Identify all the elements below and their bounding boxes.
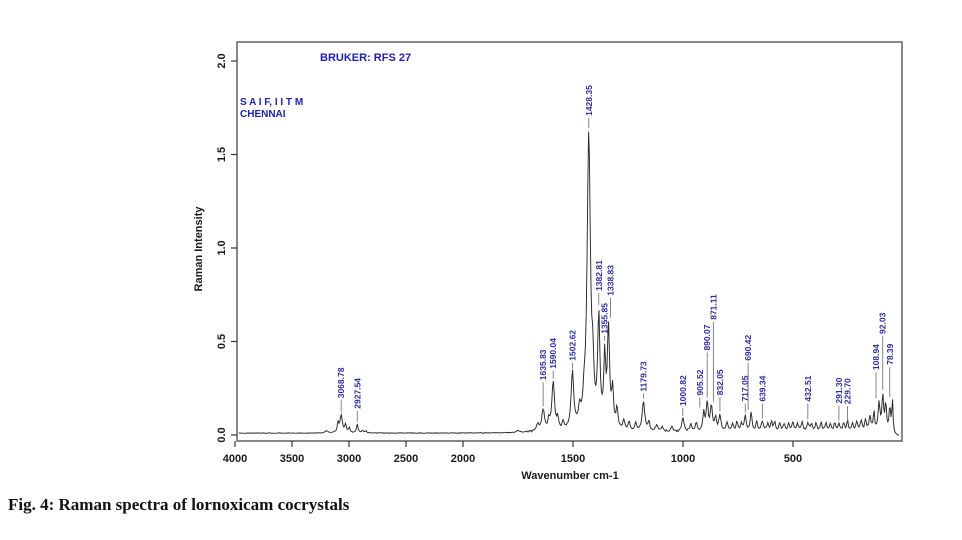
spectrum-curve bbox=[238, 131, 899, 436]
peak-label: 1590.04 bbox=[548, 338, 558, 369]
peak-label: 3068.78 bbox=[336, 367, 346, 398]
peak-label: 1355.85 bbox=[600, 303, 610, 334]
peak-label: 832.05 bbox=[715, 369, 725, 395]
peak-label: 905.52 bbox=[695, 369, 705, 395]
x-tick-label: 1500 bbox=[561, 453, 585, 465]
peak-label: 108.94 bbox=[871, 344, 881, 370]
peak-label: 890.07 bbox=[702, 324, 712, 350]
y-tick-label: 1.5 bbox=[216, 147, 228, 162]
raman-spectrum-chart: 4000 3500 3000 2500 2000 1500 1000 500 0.0 0.5 1.0… bbox=[216, 41, 903, 465]
peak-label: 78.39 bbox=[885, 343, 895, 365]
y-tick-label: 1.0 bbox=[216, 240, 228, 255]
peak-label: 1382.81 bbox=[594, 260, 604, 291]
instrument-label: BRUKER: RFS 27 bbox=[320, 52, 412, 64]
y-tick-label: 0.5 bbox=[216, 334, 228, 349]
y-tick-label: 0.0 bbox=[216, 427, 228, 442]
x-tick-label: 2500 bbox=[394, 453, 418, 465]
facility-name: S A I F, I I T M bbox=[240, 97, 304, 108]
y-tick-label: 2.0 bbox=[216, 53, 228, 68]
plot-box bbox=[236, 41, 903, 442]
x-tick-label: 3000 bbox=[337, 453, 361, 465]
y-axis-ticks: 0.0 0.5 1.0 1.5 2.0 bbox=[216, 53, 237, 443]
peak-label: 1000.82 bbox=[678, 375, 688, 406]
x-tick-label: 3500 bbox=[280, 453, 304, 465]
peak-label: 717.05 bbox=[740, 375, 750, 401]
facility-city: CHENNAI bbox=[240, 109, 286, 120]
peak-label: 432.51 bbox=[803, 375, 813, 401]
peak-label: 1502.62 bbox=[567, 330, 577, 361]
peak-label: 690.42 bbox=[743, 335, 753, 361]
x-tick-label: 500 bbox=[784, 453, 802, 465]
peak-label: 1635.83 bbox=[538, 349, 548, 380]
peak-label: 92.03 bbox=[878, 312, 888, 334]
peak-annotations: 3068.78 2927.54 1635.83 1590.04 1502.62 1428.… bbox=[336, 85, 895, 422]
peak-label: 291.30 bbox=[834, 377, 844, 403]
x-tick-label: 4000 bbox=[223, 453, 247, 465]
peak-label: 1428.35 bbox=[584, 85, 594, 116]
peak-label: 871.11 bbox=[708, 294, 718, 320]
peak-label: 639.34 bbox=[757, 375, 767, 401]
peak-label: 1179.73 bbox=[638, 361, 648, 392]
y-axis-title: Raman Intensity bbox=[193, 206, 205, 292]
figure-caption: Fig. 4: Raman spectra of lornoxicam cocr… bbox=[8, 495, 350, 514]
x-tick-label: 1000 bbox=[671, 453, 695, 465]
x-axis-ticks: 4000 3500 3000 2500 2000 1500 1000 500 bbox=[223, 441, 802, 465]
x-tick-label: 2000 bbox=[451, 453, 475, 465]
peak-label: 1338.83 bbox=[605, 265, 615, 296]
peak-label: 229.70 bbox=[842, 378, 852, 404]
x-axis-title: Wavenumber cm-1 bbox=[521, 470, 619, 482]
peak-label: 2927.54 bbox=[352, 378, 362, 409]
